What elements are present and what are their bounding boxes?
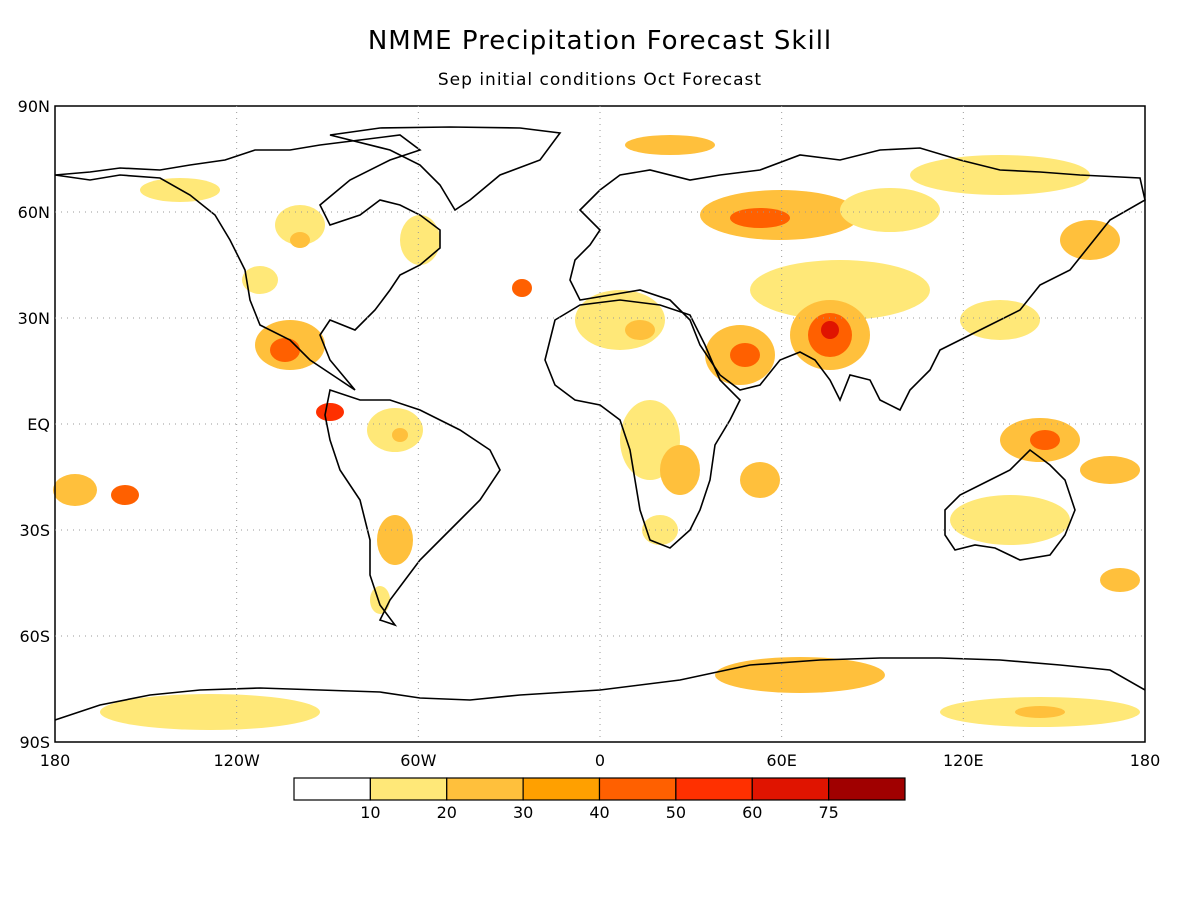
colorbar-label: 75 (818, 803, 838, 822)
lat-tick-label: 30N (18, 309, 50, 328)
lat-tick-label: 30S (19, 521, 50, 540)
coastlines (54, 126, 1146, 721)
map-gridlines (55, 106, 1145, 742)
lon-tick-label: 180 (40, 751, 71, 770)
colorbar-swatch (522, 777, 601, 801)
colorbar-swatch (293, 777, 371, 801)
colorbar-label: 30 (513, 803, 533, 822)
coast-eurasia (569, 147, 1146, 412)
colorbar: 10 20 30 40 50 60 75 (293, 777, 906, 822)
lon-tick-label: 120W (213, 751, 260, 770)
lat-tick-label: 90S (19, 733, 50, 752)
lat-tick-label: 90N (18, 97, 50, 116)
lat-tick-label: EQ (27, 415, 50, 434)
colorbar-swatch (598, 777, 677, 801)
lon-tick-label: 60W (400, 751, 436, 770)
colorbar-swatch (828, 777, 906, 801)
lon-tick-label: 120E (943, 751, 984, 770)
colorbar-swatch (369, 777, 448, 801)
coast-north-america (54, 134, 441, 391)
lon-tick-label: 180 (1130, 751, 1161, 770)
colorbar-swatch (751, 777, 830, 801)
map-subtitle: Sep initial conditions Oct Forecast (437, 70, 763, 90)
lon-tick-label: 60E (766, 751, 796, 770)
lat-tick-label: 60N (18, 203, 50, 222)
coast-africa (544, 299, 741, 549)
colorbar-swatch (446, 777, 524, 801)
coast-south-america (324, 388, 501, 627)
coast-greenland (329, 126, 562, 212)
skill-shading (53, 135, 1140, 730)
colorbar-label: 50 (666, 803, 686, 822)
lon-tick-label: 0 (595, 751, 605, 770)
colorbar-label: 60 (742, 803, 762, 822)
colorbar-label: 20 (437, 803, 457, 822)
colorbar-swatch (675, 777, 753, 801)
colorbar-label: 10 (360, 803, 380, 822)
coast-antarctica (54, 657, 1146, 721)
lat-tick-label: 60S (19, 627, 50, 646)
coast-australia (944, 448, 1076, 561)
map-title: NMME Precipitation Forecast Skill (367, 26, 833, 56)
colorbar-label: 40 (589, 803, 609, 822)
